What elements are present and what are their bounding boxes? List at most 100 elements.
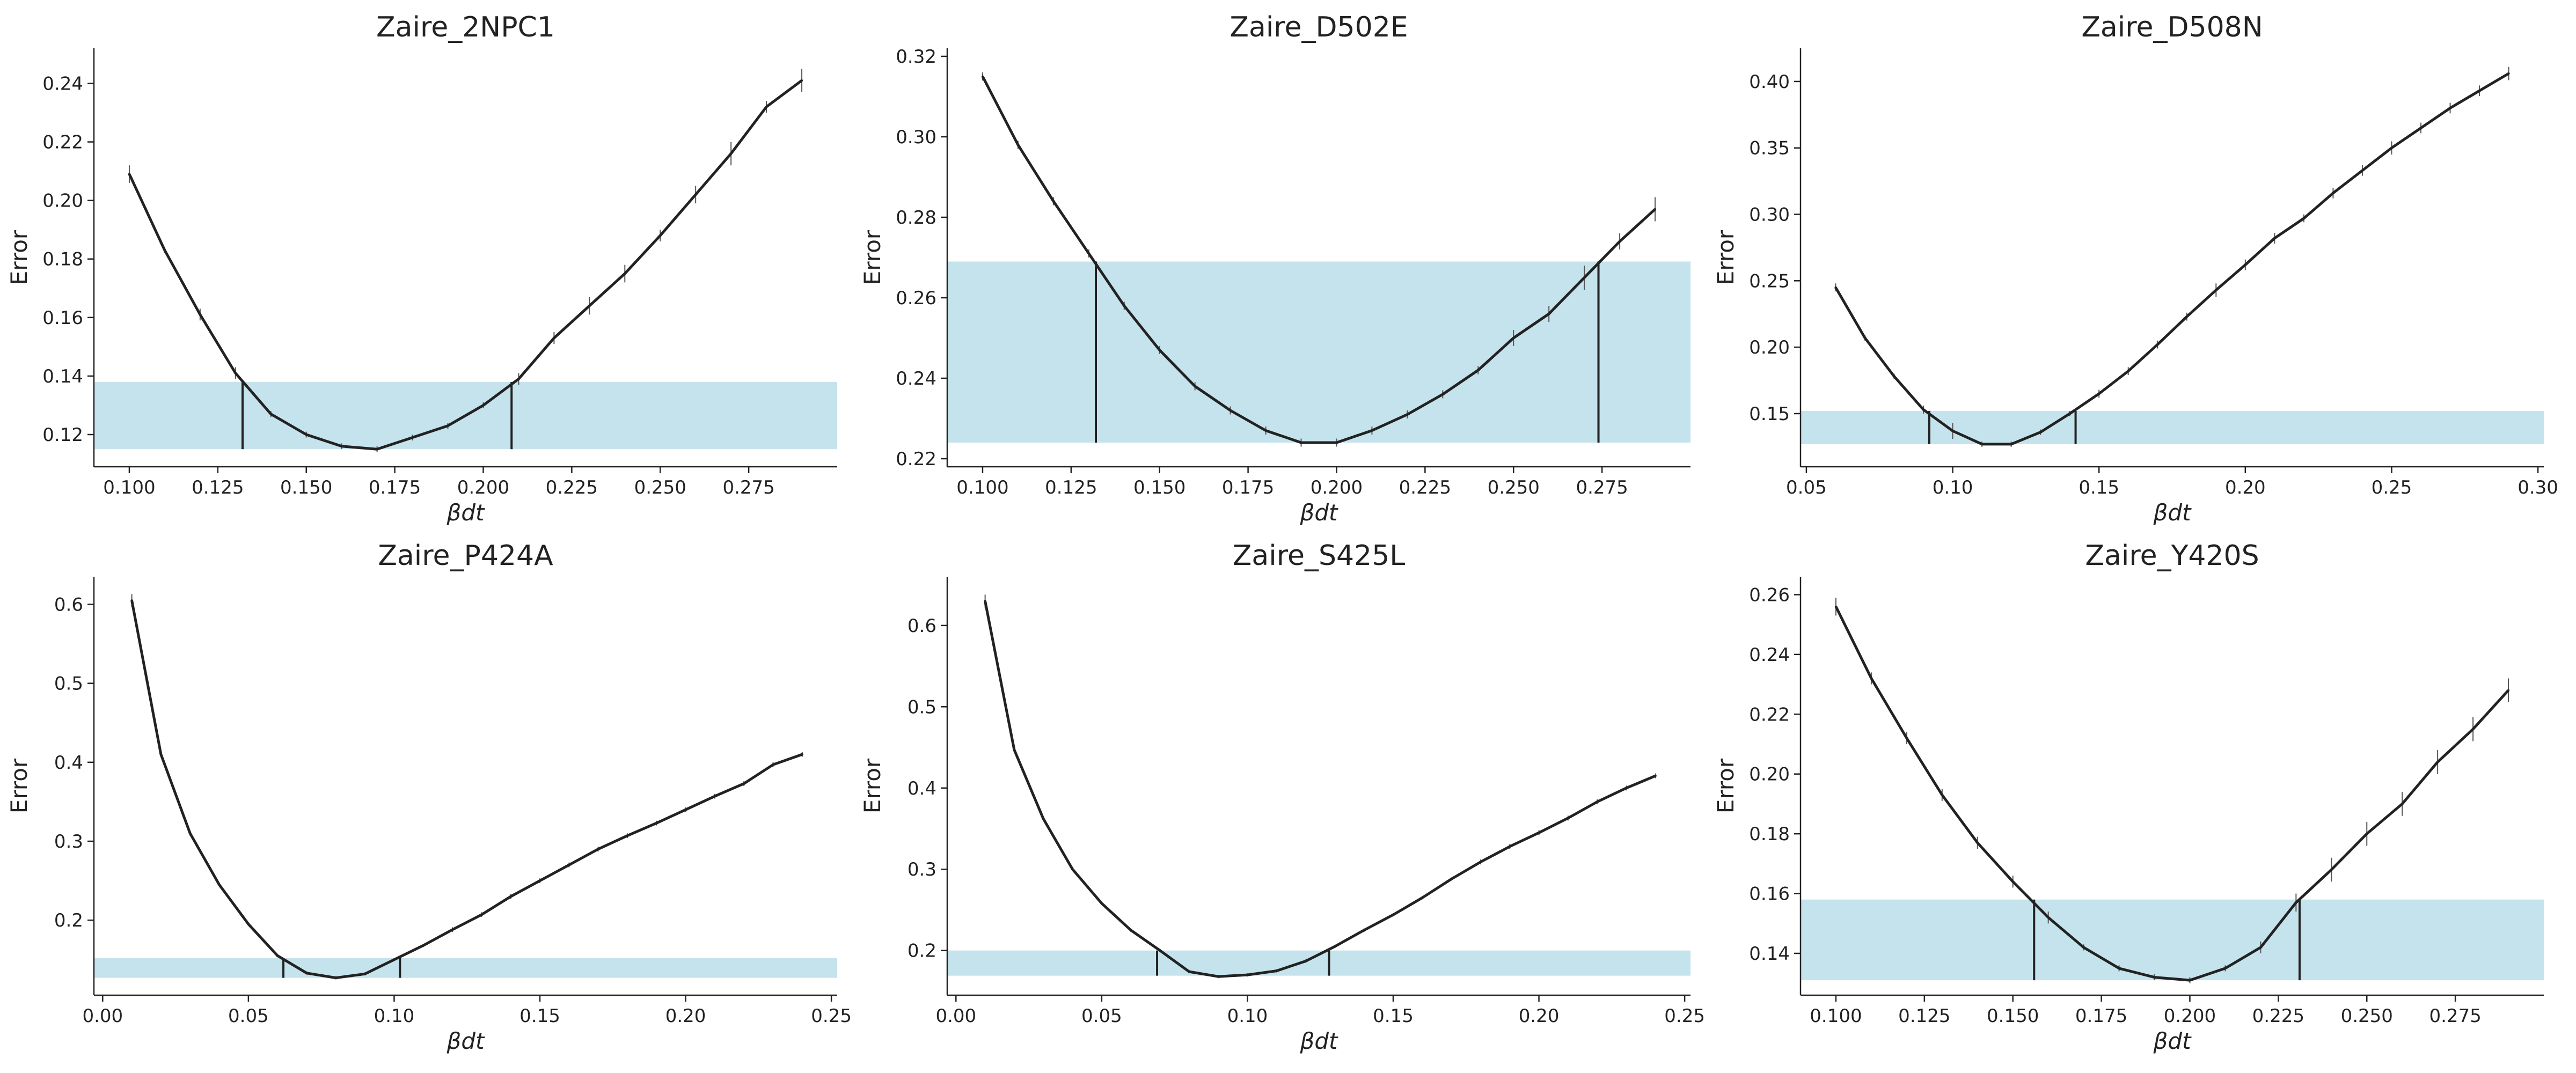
y-tick-label: 0.14: [1749, 943, 1790, 965]
data-point: [1941, 793, 1943, 796]
x-axis-label: βdt: [2153, 1028, 2192, 1054]
data-point: [1981, 443, 1984, 445]
subplot-4: 0.00 0.05 0.10 0.15 0.20 0.25 0.2 0.3 0.4 0.5 0.6 Z…: [6, 540, 852, 1054]
error-band: [94, 958, 837, 978]
data-point: [1071, 868, 1074, 871]
data-point: [2401, 803, 2404, 805]
x-tick-label: 0.250: [2341, 1005, 2393, 1027]
data-point: [1548, 313, 1550, 315]
error-band: [1801, 411, 2544, 444]
x-tick-label: 0.15: [519, 1005, 560, 1027]
data-point: [2449, 107, 2451, 109]
data-point: [2330, 869, 2333, 871]
data-point: [163, 249, 166, 252]
x-axis-label: βdt: [447, 1028, 485, 1054]
data-point: [2390, 146, 2393, 149]
data-point: [130, 599, 133, 602]
data-point: [1477, 369, 1480, 371]
data-point: [1334, 945, 1336, 948]
x-tick-label: 0.100: [956, 477, 1008, 498]
data-point: [1300, 442, 1302, 444]
y-tick-label: 0.2: [54, 910, 83, 931]
data-point: [128, 173, 130, 175]
x-tick-label: 0.200: [457, 477, 509, 498]
data-point: [2215, 289, 2218, 291]
data-point: [655, 822, 658, 825]
data-point: [1538, 832, 1540, 834]
data-point: [1567, 817, 1569, 819]
x-tick-label: 0.225: [546, 477, 598, 498]
y-tick-label: 0.16: [42, 307, 83, 329]
x-tick-label: 0.275: [722, 477, 774, 498]
data-point: [1016, 144, 1019, 146]
data-point: [2361, 169, 2363, 172]
x-tick-label: 0.275: [2429, 1005, 2481, 1027]
data-point: [2011, 880, 2014, 883]
data-point: [2332, 192, 2334, 194]
subplot-5: 0.00 0.05 0.10 0.15 0.20 0.25 0.2 0.3 0.4 0.5 0.6 Z…: [859, 540, 1705, 1054]
x-tick-label: 0.05: [1081, 1005, 1122, 1027]
x-axis-label: βdt: [2153, 499, 2192, 526]
data-point: [984, 600, 986, 602]
data-point: [1512, 337, 1515, 339]
data-point: [626, 834, 628, 837]
data-point: [1305, 960, 1307, 962]
data-point: [2189, 979, 2191, 982]
data-point: [2478, 90, 2481, 92]
y-tick-label: 0.15: [1749, 403, 1790, 425]
x-tick-label: 0.10: [1933, 477, 1973, 498]
data-point: [1100, 902, 1103, 905]
y-axis-label: Error: [859, 758, 885, 813]
x-tick-label: 0.200: [1311, 477, 1363, 498]
data-point: [2098, 392, 2101, 395]
chart-title: Zaire_D508N: [2081, 11, 2263, 43]
data-point: [1596, 800, 1599, 803]
x-tick-label: 0.225: [1399, 477, 1451, 498]
series-line: [981, 76, 1656, 444]
data-point: [189, 832, 192, 835]
x-axis-label: βdt: [447, 499, 485, 526]
data-point: [2273, 237, 2276, 240]
y-tick-label: 0.24: [42, 73, 83, 94]
data-point: [2127, 370, 2129, 372]
x-tick-label: 0.150: [1133, 477, 1185, 498]
y-tick-label: 0.26: [896, 288, 936, 309]
y-tick-label: 0.4: [908, 778, 936, 799]
x-tick-label: 0.20: [665, 1005, 706, 1027]
data-point: [247, 923, 250, 925]
y-tick-label: 0.30: [896, 127, 936, 148]
data-point: [1976, 841, 1979, 844]
data-point: [1392, 914, 1394, 916]
data-point: [1905, 737, 1908, 739]
data-point: [364, 973, 367, 975]
x-tick-label: 0.15: [2079, 477, 2119, 498]
x-tick-label: 0.25: [2372, 477, 2412, 498]
data-point: [1834, 286, 1837, 289]
x-tick-label: 0.125: [1045, 477, 1097, 498]
y-axis-label: Error: [6, 230, 32, 285]
y-tick-label: 0.3: [54, 831, 83, 852]
data-point: [1619, 240, 1621, 242]
data-point: [1229, 409, 1232, 411]
x-tick-label: 0.175: [1222, 477, 1274, 498]
data-point: [480, 913, 483, 916]
y-tick-label: 0.18: [42, 249, 83, 270]
data-point: [1363, 929, 1365, 931]
x-tick-label: 0.00: [82, 1005, 123, 1027]
data-point: [234, 372, 237, 374]
data-point: [1275, 969, 1278, 972]
y-tick-label: 0.35: [1749, 138, 1790, 159]
data-point: [2419, 127, 2422, 129]
y-tick-label: 0.4: [54, 752, 83, 774]
data-point: [2507, 72, 2510, 75]
y-tick-label: 0.30: [1749, 204, 1790, 226]
chart-title: Zaire_S425L: [1233, 540, 1405, 572]
data-point: [2507, 689, 2510, 692]
data-point: [218, 883, 221, 886]
data-point: [2153, 976, 2156, 979]
data-point: [1421, 896, 1424, 899]
x-tick-label: 0.10: [374, 1005, 415, 1027]
x-tick-label: 0.150: [1987, 1005, 2039, 1027]
data-point: [1130, 929, 1132, 931]
data-point: [1654, 208, 1657, 210]
